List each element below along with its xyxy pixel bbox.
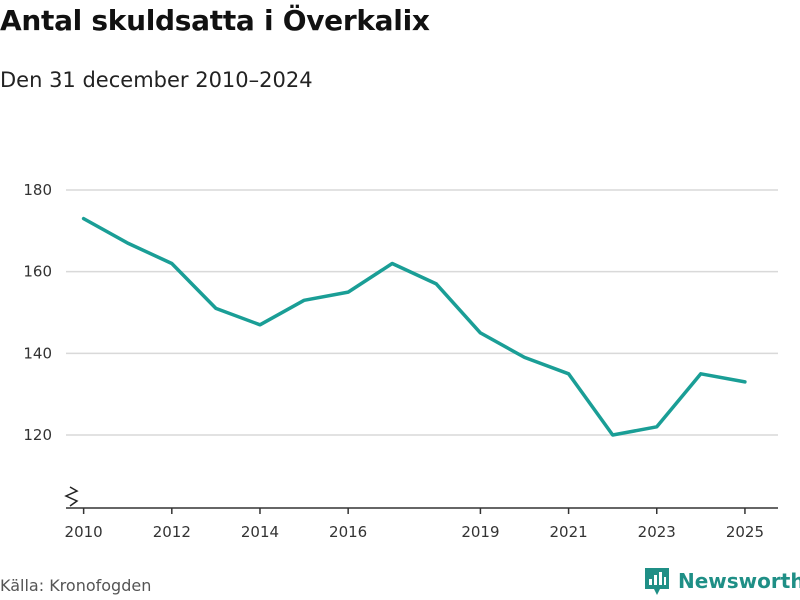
- x-tick-label: 2014: [241, 523, 279, 541]
- x-tick-label: 2019: [461, 523, 499, 541]
- y-tick-label: 160: [23, 263, 52, 281]
- chart-title: Antal skuldsatta i Överkalix: [0, 4, 430, 37]
- newsworthy-logo-icon: [645, 568, 669, 595]
- axis-break-icon: [64, 486, 79, 507]
- x-tick-label: 2012: [153, 523, 191, 541]
- y-tick-label: 180: [23, 181, 52, 199]
- y-tick-label: 120: [23, 426, 52, 444]
- brand-name: Newsworthy: [678, 569, 800, 593]
- series-line: [81, 216, 747, 437]
- y-tick-labels: 120 140 160 180: [23, 181, 52, 444]
- y-tick-label: 140: [23, 344, 52, 362]
- x-tick-label: 2025: [726, 523, 764, 541]
- chart-subtitle: Den 31 december 2010–2024: [0, 68, 313, 92]
- source-note: Källa: Kronofogden: [0, 576, 152, 595]
- x-tick-label: 2010: [65, 523, 103, 541]
- x-tick-label: 2023: [638, 523, 676, 541]
- gridlines: [66, 189, 778, 436]
- x-tick-label: 2021: [549, 523, 587, 541]
- x-tick-label: 2016: [329, 523, 367, 541]
- brand-logo: Newsworthy: [644, 566, 800, 596]
- x-ticks: 2010 2012 2014 2016 2019 2021 2023 2025: [65, 508, 764, 541]
